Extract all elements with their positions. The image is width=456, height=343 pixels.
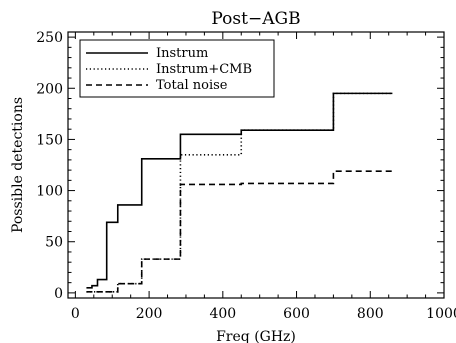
x-tick-label: 600 [283,306,310,322]
chart-title: Post−AGB [211,9,300,29]
y-tick-label: 200 [36,81,63,97]
series-line-0 [86,92,393,289]
x-tick-label: 0 [71,306,80,322]
legend-label: Total noise [156,78,228,93]
legend-label: Instrum+CMB [156,62,252,77]
x-tick-label: 200 [136,306,163,322]
legend-label: Instrum [156,46,208,61]
series-group [86,92,393,293]
y-tick-label: 100 [36,184,63,200]
y-tick-label: 150 [36,132,63,148]
series-line-2 [86,170,393,293]
y-tick-label: 0 [54,286,63,302]
x-axis-label: Freq (GHz) [216,329,296,343]
plot-frame [67,31,445,299]
y-tick-label: 50 [45,235,63,251]
legend-box [79,39,275,98]
x-tick-label: 400 [209,306,236,322]
y-tick-label: 250 [36,30,63,46]
y-axis-label: Possible detections [10,97,26,233]
x-tick-label: 800 [357,306,384,322]
series-line-1 [86,92,393,293]
y-axis: 0 50 100 150 200 250 [36,30,444,302]
